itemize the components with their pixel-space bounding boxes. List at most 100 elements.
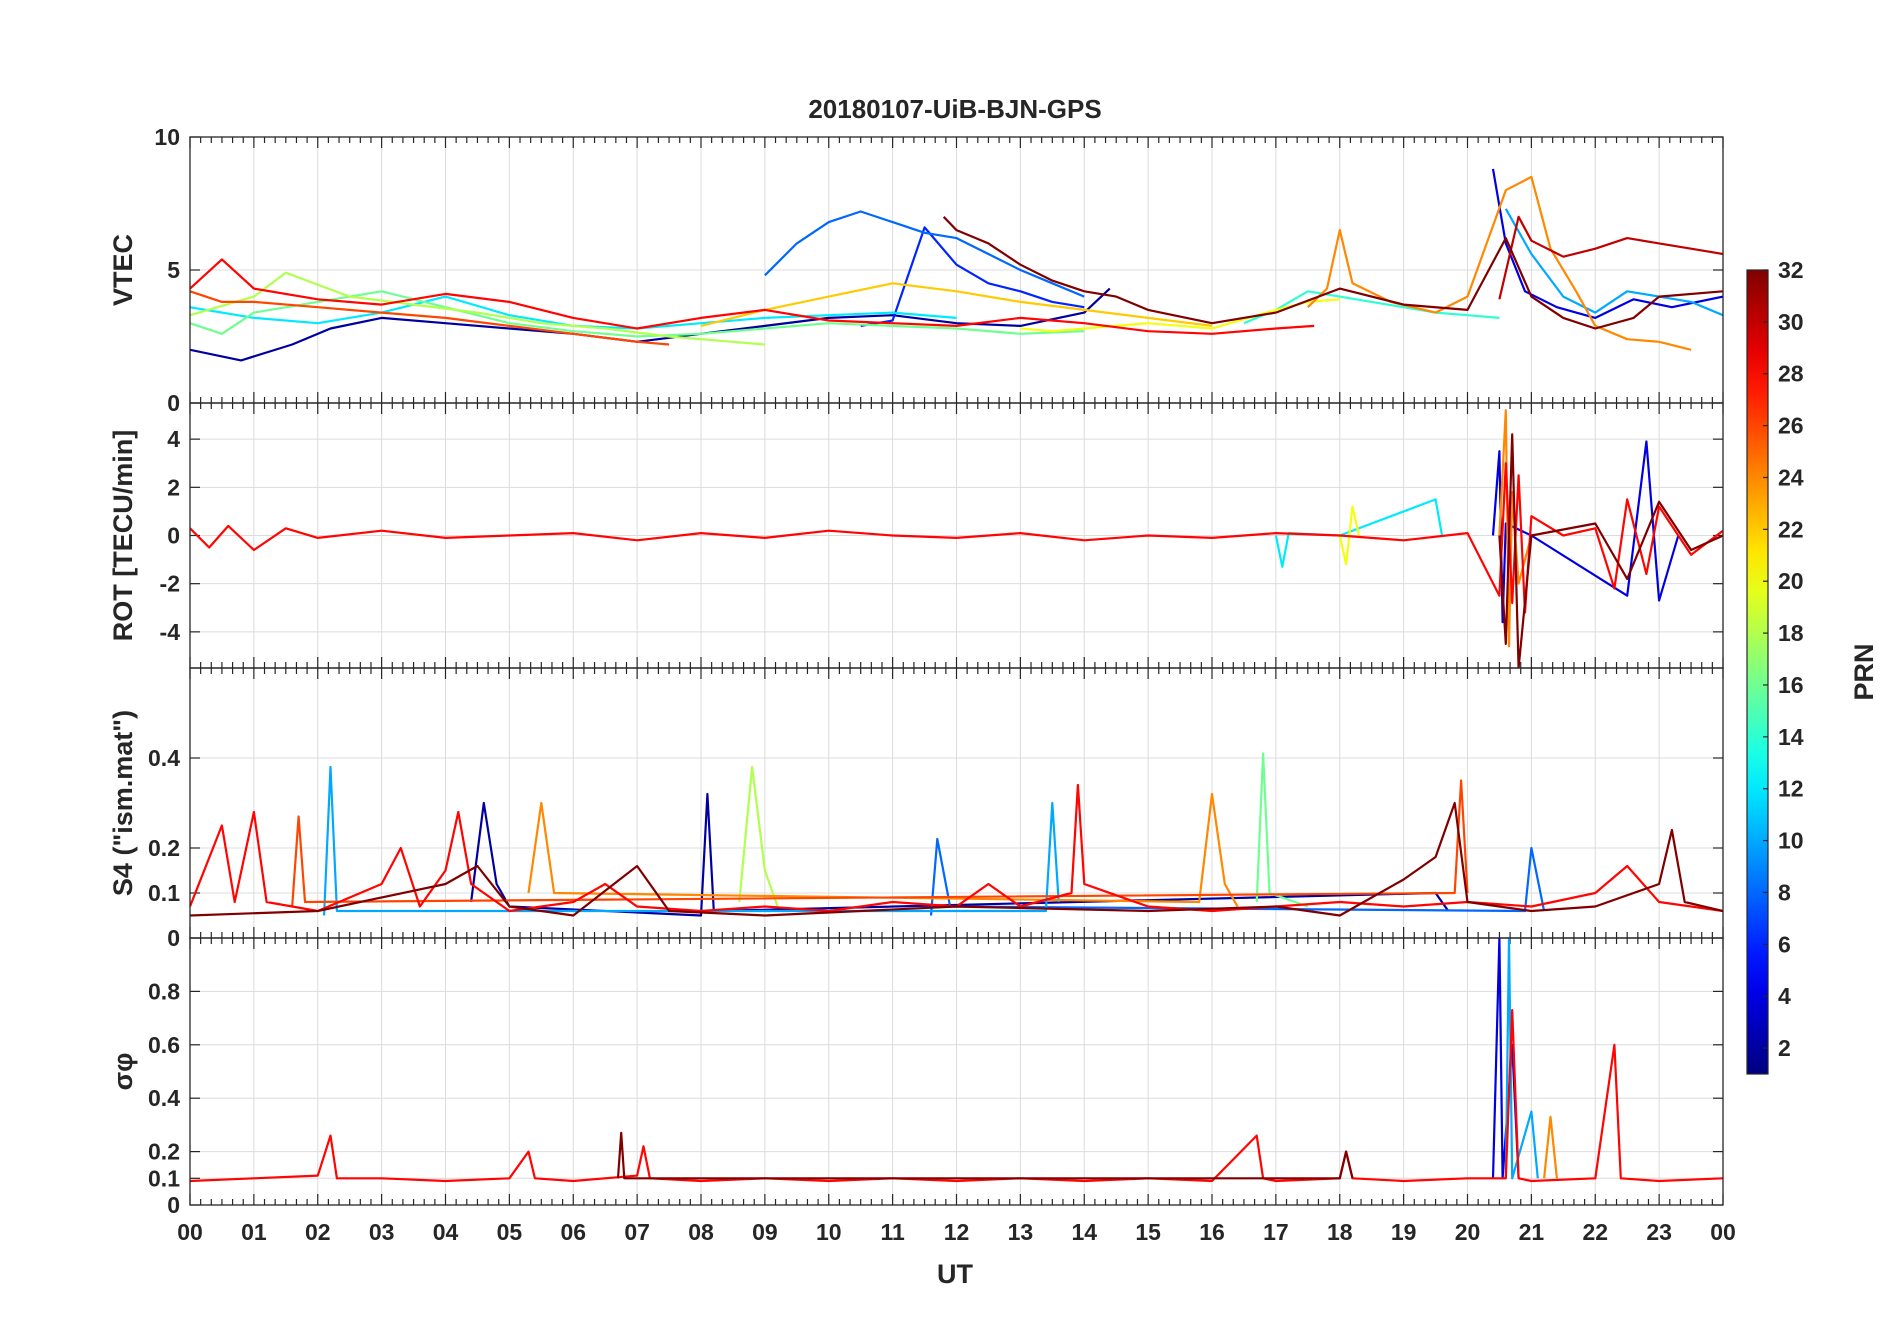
series-line-prn-4 xyxy=(1491,168,1723,319)
series-line-prn-18 xyxy=(190,271,765,346)
y-axis-label: VTEC xyxy=(108,234,138,306)
y-tick-label: 0 xyxy=(167,1192,180,1218)
x-tick-label: 01 xyxy=(241,1219,267,1245)
y-tick-label: 2 xyxy=(167,474,180,500)
colorbar-gradient xyxy=(1746,269,1769,1075)
panel-rot: -4 -2 0 2 4 ROT [TECU/min] xyxy=(108,402,1724,669)
series-line-prn-24 xyxy=(1543,1115,1558,1179)
colorbar-tick-label: 26 xyxy=(1778,413,1804,439)
y-tick-label: 0 xyxy=(167,390,180,416)
x-tick-label: 00 xyxy=(177,1219,203,1245)
x-tick-label: 05 xyxy=(497,1219,523,1245)
colorbar-tick-label: 4 xyxy=(1778,983,1791,1009)
series-line-prn-2 xyxy=(470,792,1450,917)
x-tick-label: 07 xyxy=(624,1219,650,1245)
series-line-prn-24 xyxy=(1307,175,1692,351)
colorbar-tick-label: 22 xyxy=(1778,516,1804,542)
series-line-prn-16 xyxy=(1255,752,1309,908)
y-tick-label: 0.1 xyxy=(148,1165,180,1191)
y-tick-label: 10 xyxy=(154,124,180,150)
y-axis-label: S4 ("ism.mat") xyxy=(108,710,138,896)
series-line-prn-10 xyxy=(1504,208,1723,317)
colorbar-tick-label: 16 xyxy=(1778,672,1804,698)
series-line-prn-16 xyxy=(190,290,1085,338)
y-tick-label: 5 xyxy=(167,257,180,283)
y-tick-label: 0.1 xyxy=(148,880,180,906)
series-line-prn-14 xyxy=(1243,290,1500,325)
y-tick-label: 0.8 xyxy=(148,978,180,1004)
colorbar-tick-label: 8 xyxy=(1778,879,1791,905)
x-tick-label: 06 xyxy=(560,1219,586,1245)
colorbar-tick-label: 14 xyxy=(1778,724,1804,750)
y-axis-label: σφ xyxy=(108,1053,138,1091)
colorbar-tick-label: 30 xyxy=(1778,309,1804,335)
series-group xyxy=(190,409,1723,668)
series-line-prn-26 xyxy=(291,779,1469,907)
x-tick-label: 12 xyxy=(944,1219,970,1245)
x-axis: 00 01 02 03 04 05 06 07 08 09 10 11 12 13 14 15 16 17 18 19… xyxy=(177,1219,1736,1245)
series-line-prn-10 xyxy=(1504,938,1539,1180)
colorbar-tick-label: 20 xyxy=(1778,568,1804,594)
x-tick-label: 20 xyxy=(1455,1219,1481,1245)
series-line-prn-6 xyxy=(860,226,1085,327)
panel-vtec: 0 5 10 VTEC xyxy=(108,124,1724,416)
x-tick-label: 13 xyxy=(1008,1219,1034,1245)
x-tick-label: 10 xyxy=(816,1219,842,1245)
x-tick-label: 14 xyxy=(1071,1219,1097,1245)
series-line-prn-30 xyxy=(1498,215,1723,300)
x-tick-label: 08 xyxy=(688,1219,714,1245)
x-tick-label: 03 xyxy=(369,1219,395,1245)
x-tick-label: 16 xyxy=(1199,1219,1225,1245)
colorbar-tick-label: 28 xyxy=(1778,361,1804,387)
colorbar-tick-label: 24 xyxy=(1778,464,1804,490)
y-tick-label: 0 xyxy=(167,925,180,951)
x-tick-label: 09 xyxy=(752,1219,778,1245)
colorbar-tick-label: 32 xyxy=(1778,257,1804,283)
colorbar-label: PRN xyxy=(1849,643,1879,700)
x-tick-label: 19 xyxy=(1391,1219,1417,1245)
series-group xyxy=(190,168,1723,362)
colorbar-tick-label: 6 xyxy=(1778,931,1791,957)
x-tick-label: 21 xyxy=(1519,1219,1545,1245)
series-line-prn-18 xyxy=(738,765,779,907)
series-line-prn-8 xyxy=(764,210,1085,298)
series-line-prn-28 xyxy=(190,462,1723,614)
y-tick-label: 4 xyxy=(167,426,180,452)
x-tick-label: 00 xyxy=(1710,1219,1736,1245)
series-line-prn-22 xyxy=(700,282,1213,327)
x-tick-label: 23 xyxy=(1646,1219,1672,1245)
series-line-prn-28 xyxy=(190,1009,1723,1183)
axes-box xyxy=(189,937,1724,1206)
x-tick-label: 17 xyxy=(1263,1219,1289,1245)
x-tick-label: 02 xyxy=(305,1219,331,1245)
y-axis-label: ROT [TECU/min] xyxy=(108,430,138,641)
panel-sigma_phi: 00.10.2 0.4 0.6 0.8 σφ xyxy=(108,937,1724,1218)
y-tick-label: 0 xyxy=(167,523,180,549)
x-tick-label: 11 xyxy=(880,1219,905,1245)
colorbar-tick-label: 2 xyxy=(1778,1035,1791,1061)
y-tick-label: 0.4 xyxy=(148,1085,180,1111)
series-line-prn-32 xyxy=(1498,433,1723,668)
series-line-prn-26 xyxy=(190,290,670,346)
y-tick-label: -2 xyxy=(160,571,180,597)
colorbar-tick-label: 12 xyxy=(1778,776,1804,802)
y-tick-label: 0.6 xyxy=(148,1032,180,1058)
series-line-prn-24 xyxy=(527,792,1239,908)
series-line-prn-32 xyxy=(190,801,1723,917)
series-line-prn-32 xyxy=(942,216,1723,330)
series-group xyxy=(190,938,1723,1183)
series-line-prn-28 xyxy=(190,258,1315,335)
y-tick-label: 0.2 xyxy=(148,835,180,861)
panel-s4: 0 0.1 0.2 0.4 S4 ("ism.mat") xyxy=(108,667,1724,951)
x-tick-label: 22 xyxy=(1582,1219,1608,1245)
y-tick-label: -4 xyxy=(160,619,181,645)
series-group xyxy=(190,752,1723,917)
series-line-prn-32 xyxy=(616,1131,1354,1180)
x-axis-label: UT xyxy=(937,1259,973,1289)
y-tick-label: 0.2 xyxy=(148,1139,180,1165)
x-tick-label: 18 xyxy=(1327,1219,1353,1245)
colorbar-tick-label: 18 xyxy=(1778,620,1804,646)
